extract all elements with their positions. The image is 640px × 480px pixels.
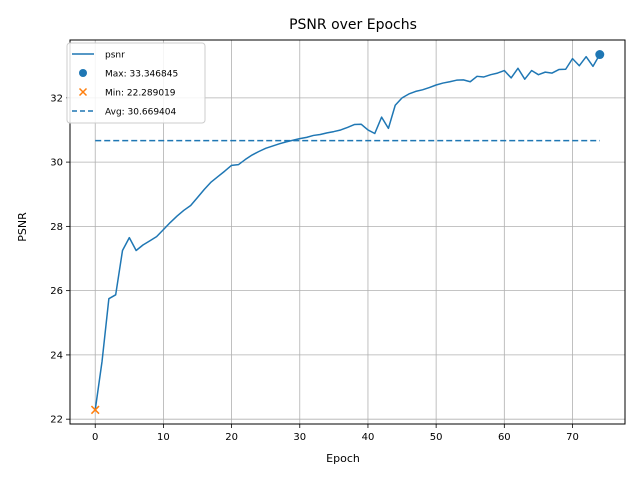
grid <box>70 40 625 424</box>
x-tick-label: 10 <box>157 432 170 443</box>
y-tick-label: 22 <box>50 415 63 426</box>
legend-avg-label: Avg: 30.669404 <box>105 108 177 118</box>
x-tick-label: 50 <box>430 432 443 443</box>
x-axis-label: Epoch <box>326 452 360 465</box>
psnr-line <box>94 54 601 410</box>
x-tick-label: 30 <box>293 432 306 443</box>
legend-min-item: Min: 22.289019 <box>78 87 176 99</box>
legend-min-swatch <box>78 87 88 97</box>
x-tick-label: 60 <box>498 432 511 443</box>
y-tick-label: 28 <box>50 222 63 233</box>
y-tick-label: 26 <box>50 286 63 297</box>
x-tick-label: 20 <box>225 432 238 443</box>
x-tick-label: 0 <box>92 432 98 443</box>
legend-max-item: Max: 33.346845 <box>79 69 178 80</box>
y-tick-label: 30 <box>50 158 63 169</box>
series-layer <box>90 50 605 415</box>
y-tick-label: 32 <box>50 93 63 104</box>
plot-frame <box>69 39 626 425</box>
max-point <box>595 50 605 60</box>
y-tick-label: 24 <box>50 350 63 361</box>
ticks: 0 10 20 30 40 50 60 70 22 24 26 28 30 32 <box>50 93 579 443</box>
min-point <box>90 405 100 415</box>
legend-box <box>66 42 206 124</box>
legend-psnr-label: psnr <box>105 51 125 61</box>
legend: psnr Max: 33.346845 Min: 22.289019 Avg: 30.… <box>66 42 206 124</box>
legend-max-label: Max: 33.346845 <box>105 70 178 80</box>
x-tick-label: 70 <box>566 432 579 443</box>
chart-title: PSNR over Epochs <box>289 17 417 33</box>
legend-psnr-item: psnr <box>72 51 125 61</box>
legend-min-label: Min: 22.289019 <box>105 89 176 99</box>
x-tick-label: 40 <box>362 432 375 443</box>
legend-avg-item: Avg: 30.669404 <box>72 108 177 118</box>
y-axis-label: PSNR <box>16 212 29 242</box>
legend-max-swatch <box>79 69 87 77</box>
